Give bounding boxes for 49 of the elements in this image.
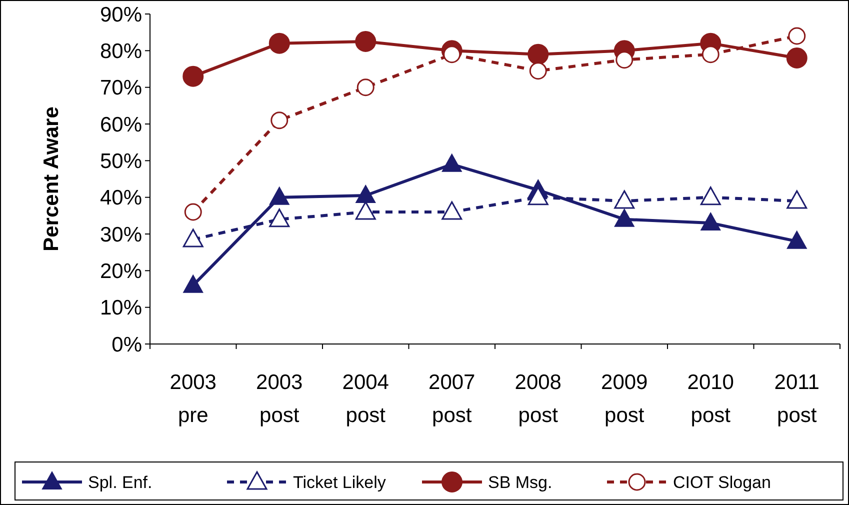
point bbox=[270, 112, 288, 130]
point bbox=[269, 186, 290, 205]
x-tick-label: 2009 post bbox=[601, 371, 648, 427]
x-tick-label: 2003 post bbox=[256, 371, 303, 427]
y-tick-label: 60% bbox=[100, 113, 142, 136]
x-tick-label: 2008 post bbox=[514, 371, 562, 427]
point bbox=[786, 190, 808, 209]
point bbox=[182, 228, 204, 248]
x-tick-label: 2007 post bbox=[428, 371, 476, 427]
x-tick-label: 2010 post bbox=[687, 371, 734, 427]
point bbox=[442, 154, 462, 172]
point bbox=[442, 201, 462, 220]
y-tick-label: 70% bbox=[100, 76, 142, 100]
y-tick-label: 40% bbox=[100, 186, 142, 210]
point bbox=[356, 78, 374, 96]
legend-label: Ticket Likely bbox=[293, 472, 386, 492]
y-tick-label: 90% bbox=[100, 3, 142, 26]
y-axis-title: Percent Aware bbox=[40, 106, 63, 252]
x-tick-label: 2004 post bbox=[342, 371, 390, 427]
legend-label: SB Msg. bbox=[488, 472, 552, 492]
point bbox=[355, 31, 376, 52]
point bbox=[269, 208, 290, 228]
point bbox=[614, 190, 635, 209]
point bbox=[614, 208, 634, 227]
point bbox=[786, 230, 807, 249]
point bbox=[182, 66, 204, 87]
point bbox=[786, 48, 808, 68]
point bbox=[529, 62, 547, 80]
point bbox=[268, 32, 290, 54]
y-tick-label: 10% bbox=[100, 296, 142, 320]
point bbox=[443, 46, 461, 64]
x-tick-label: 2003 pre bbox=[170, 371, 216, 427]
y-tick-label: 20% bbox=[100, 260, 142, 284]
point bbox=[355, 201, 376, 220]
point bbox=[616, 51, 634, 69]
point bbox=[702, 46, 720, 64]
point bbox=[183, 274, 204, 293]
legend-label: Spl. Enf. bbox=[88, 472, 152, 492]
y-tick-label: 50% bbox=[100, 150, 142, 174]
point bbox=[700, 212, 721, 230]
y-tick-label: 0% bbox=[112, 333, 142, 356]
legend-label: CIOT Slogan bbox=[673, 472, 771, 492]
point bbox=[700, 186, 721, 206]
point bbox=[528, 44, 549, 65]
point bbox=[184, 203, 202, 221]
y-tick-label: 80% bbox=[100, 40, 142, 64]
x-tick-label: 2011 post bbox=[774, 371, 820, 427]
point bbox=[356, 185, 376, 203]
y-tick-label: 30% bbox=[100, 223, 142, 246]
